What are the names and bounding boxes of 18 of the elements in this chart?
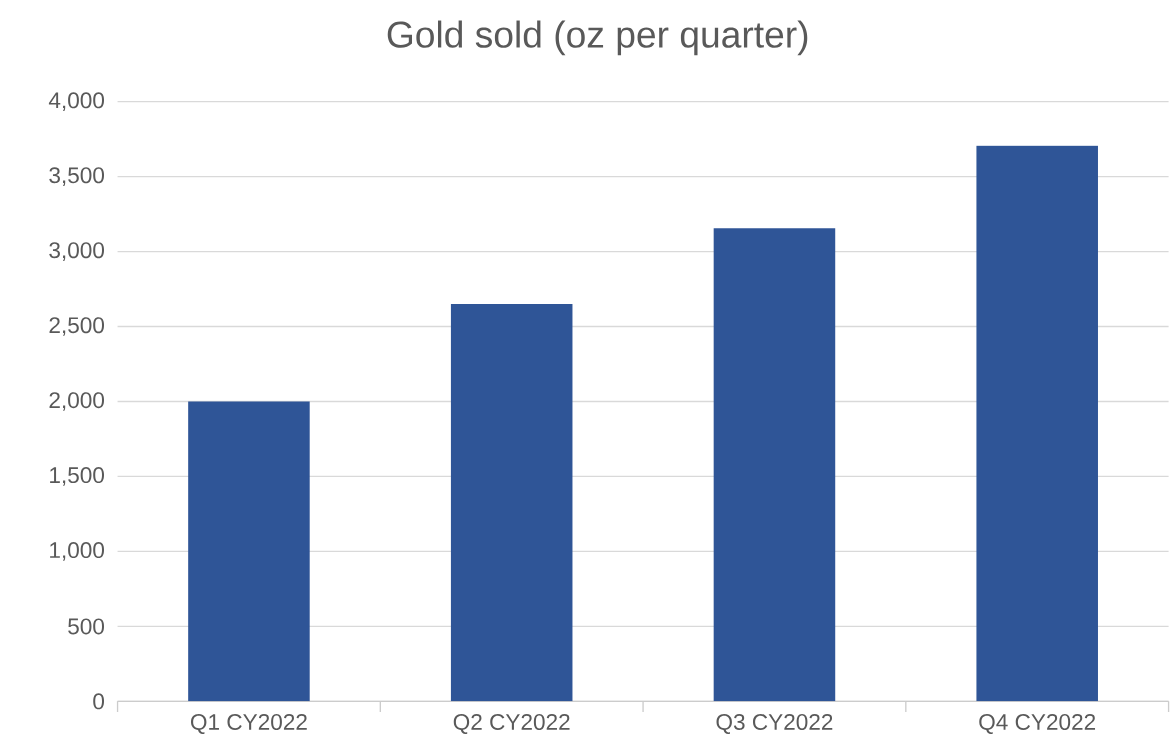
bar	[450, 303, 573, 702]
x-tick-label: Q3 CY2022	[716, 713, 833, 734]
y-tick-label: 2,000	[49, 392, 105, 411]
y-tick-label: 4,000	[48, 92, 105, 111]
chart-title: Gold sold (oz per quarter)	[387, 20, 808, 56]
bar	[976, 145, 1098, 702]
bar	[713, 228, 836, 702]
y-tick-label: 3,000	[49, 242, 105, 261]
y-tick-label: 1,500	[50, 467, 105, 486]
x-tick-label: Q1 CY2022	[191, 713, 307, 734]
y-tick-label: 1,000	[50, 542, 105, 561]
y-tick-label: 3,500	[49, 167, 105, 186]
x-tick-label: Q4 CY2022	[979, 713, 1096, 734]
bar	[188, 401, 310, 702]
y-tick-label: 0	[93, 693, 105, 710]
y-tick-label: 2,500	[49, 317, 105, 336]
y-tick-label: 500	[68, 618, 105, 635]
x-tick-label: Q2 CY2022	[453, 713, 570, 734]
